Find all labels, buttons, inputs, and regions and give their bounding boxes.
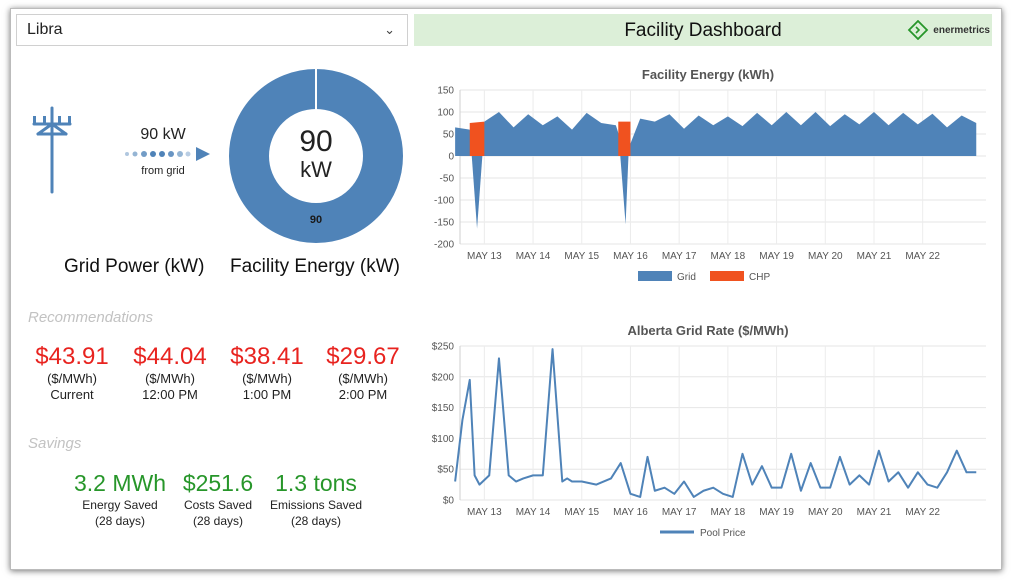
y-tick-label: $100 [432, 434, 455, 445]
x-tick-label: MAY 18 [711, 507, 746, 518]
grid-flow-value: 90 kW [140, 126, 186, 143]
rec-time: 12:00 PM [142, 387, 198, 402]
rec-unit: ($/MWh) [242, 371, 292, 386]
series-area-grid [455, 112, 977, 156]
saving-label: Costs Saved [183, 498, 253, 512]
rec-unit: ($/MWh) [338, 371, 388, 386]
x-tick-label: MAY 20 [808, 251, 843, 262]
y-tick-label: -50 [440, 174, 455, 185]
facility-donut: 90 [229, 69, 403, 243]
saving-period: (28 days) [94, 514, 146, 528]
grid-power-label: Grid Power (kW) [64, 256, 205, 277]
legend-swatch [710, 271, 744, 281]
rec-time: Current [50, 387, 94, 402]
x-tick-label: MAY 22 [905, 507, 940, 518]
y-tick-label: 50 [443, 130, 455, 141]
saving-value: 1.3 tons [275, 470, 357, 496]
enermetrics-logo[interactable]: enermetrics [907, 20, 990, 40]
saving-emissions: 1.3 tons Emissions Saved (28 days) [266, 470, 366, 529]
y-tick-label: -200 [434, 240, 454, 251]
rec-unit: ($/MWh) [145, 371, 195, 386]
facility-energy-chart[interactable]: 150 100 50 0 -50 -100 -150 -200 MAY 13 MAY 14 MAY … [420, 82, 992, 292]
logo-text: enermetrics [933, 24, 990, 36]
rec-price: $44.04 [133, 343, 207, 370]
flow-arrow-icon [125, 147, 210, 161]
x-tick-label: MAY 18 [711, 251, 746, 262]
legend-label: Pool Price [700, 528, 746, 539]
facility-energy-label: Facility Energy (kW) [230, 256, 400, 277]
x-tick-label: MAY 17 [662, 507, 697, 518]
title-bar: Facility Dashboard enermetrics [414, 14, 992, 46]
series-line-pool-price [454, 348, 977, 498]
rec-unit: ($/MWh) [47, 371, 97, 386]
chp-area [618, 121, 631, 156]
site-select[interactable]: Libra ⌄ [16, 14, 408, 46]
saving-period: (28 days) [290, 514, 342, 528]
y-tick-label: -150 [434, 218, 454, 229]
rec-current: $43.91 ($/MWh) Current [27, 343, 117, 403]
recommendations-title: Recommendations [28, 309, 154, 326]
rec-1400: $29.67 ($/MWh) 2:00 PM [318, 343, 408, 403]
y-tick-label: 100 [437, 108, 454, 119]
chp-area [469, 121, 485, 156]
x-tick-label: MAY 21 [857, 507, 892, 518]
rec-price: $29.67 [326, 343, 400, 370]
rec-time: 2:00 PM [338, 387, 388, 402]
rec-1300: $38.41 ($/MWh) 1:00 PM [222, 343, 312, 403]
x-tick-label: MAY 14 [516, 251, 551, 262]
x-tick-label: MAY 21 [857, 251, 892, 262]
header: Libra ⌄ Facility Dashboard enermetrics [16, 14, 992, 48]
grid-flow-sub: from grid [141, 165, 185, 177]
legend-swatch [638, 271, 672, 281]
donut-center-unit: kW [300, 157, 332, 182]
saving-label: Energy Saved [82, 498, 158, 512]
x-tick-label: MAY 19 [759, 251, 794, 262]
legend-label: CHP [749, 272, 770, 283]
chp-spike [620, 156, 629, 225]
x-tick-label: MAY 20 [808, 507, 843, 518]
saving-costs: $251.6 Costs Saved (28 days) [172, 470, 264, 529]
energy-chart-title: Facility Energy (kWh) [641, 67, 775, 82]
saving-value: 3.2 MWh [73, 470, 167, 496]
chp-spike [471, 156, 483, 229]
x-tick-label: MAY 14 [516, 507, 551, 518]
donut-slice-label: 90 [310, 214, 322, 226]
y-tick-label: $50 [437, 465, 454, 476]
y-tick-label: -100 [434, 196, 454, 207]
x-tick-label: MAY 15 [564, 251, 599, 262]
rec-1200: $44.04 ($/MWh) 12:00 PM [125, 343, 215, 403]
x-tick-label: MAY 22 [905, 251, 940, 262]
saving-period: (28 days) [192, 514, 244, 528]
x-tick-label: MAY 16 [613, 507, 648, 518]
x-tick-label: MAY 19 [759, 507, 794, 518]
rec-price: $38.41 [230, 343, 304, 370]
y-tick-label: $200 [432, 372, 455, 383]
saving-value: $251.6 [182, 470, 254, 496]
saving-energy: 3.2 MWh Energy Saved (28 days) [70, 470, 170, 529]
x-tick-label: MAY 13 [467, 507, 502, 518]
rec-price: $43.91 [35, 343, 109, 370]
site-select-value: Libra [27, 21, 63, 38]
power-pylon-icon [32, 106, 72, 194]
x-tick-label: MAY 16 [613, 251, 648, 262]
grid-rate-chart[interactable]: $250 $200 $150 $100 $50 $0 MAY 13 MAY 14 MAY 15 M… [420, 338, 992, 548]
dashboard-frame [10, 8, 1002, 570]
chevron-down-icon: ⌄ [384, 22, 395, 37]
saving-label: Emissions Saved [269, 498, 363, 512]
y-tick-label: $0 [443, 496, 455, 507]
rec-time: 1:00 PM [242, 387, 292, 402]
donut-center-value: 90 [299, 125, 333, 158]
savings-title: Savings [28, 435, 82, 452]
y-tick-label: $250 [432, 342, 455, 353]
y-tick-label: 150 [437, 86, 454, 97]
page-title: Facility Dashboard [624, 20, 782, 41]
x-tick-label: MAY 17 [662, 251, 697, 262]
x-tick-label: MAY 13 [467, 251, 502, 262]
y-tick-label: 0 [448, 152, 454, 163]
logo-diamond-icon [908, 20, 929, 40]
y-tick-label: $150 [432, 403, 455, 414]
legend-label: Grid [677, 272, 696, 283]
x-tick-label: MAY 15 [564, 507, 599, 518]
rate-chart-title: Alberta Grid Rate ($/MWh) [627, 323, 789, 338]
